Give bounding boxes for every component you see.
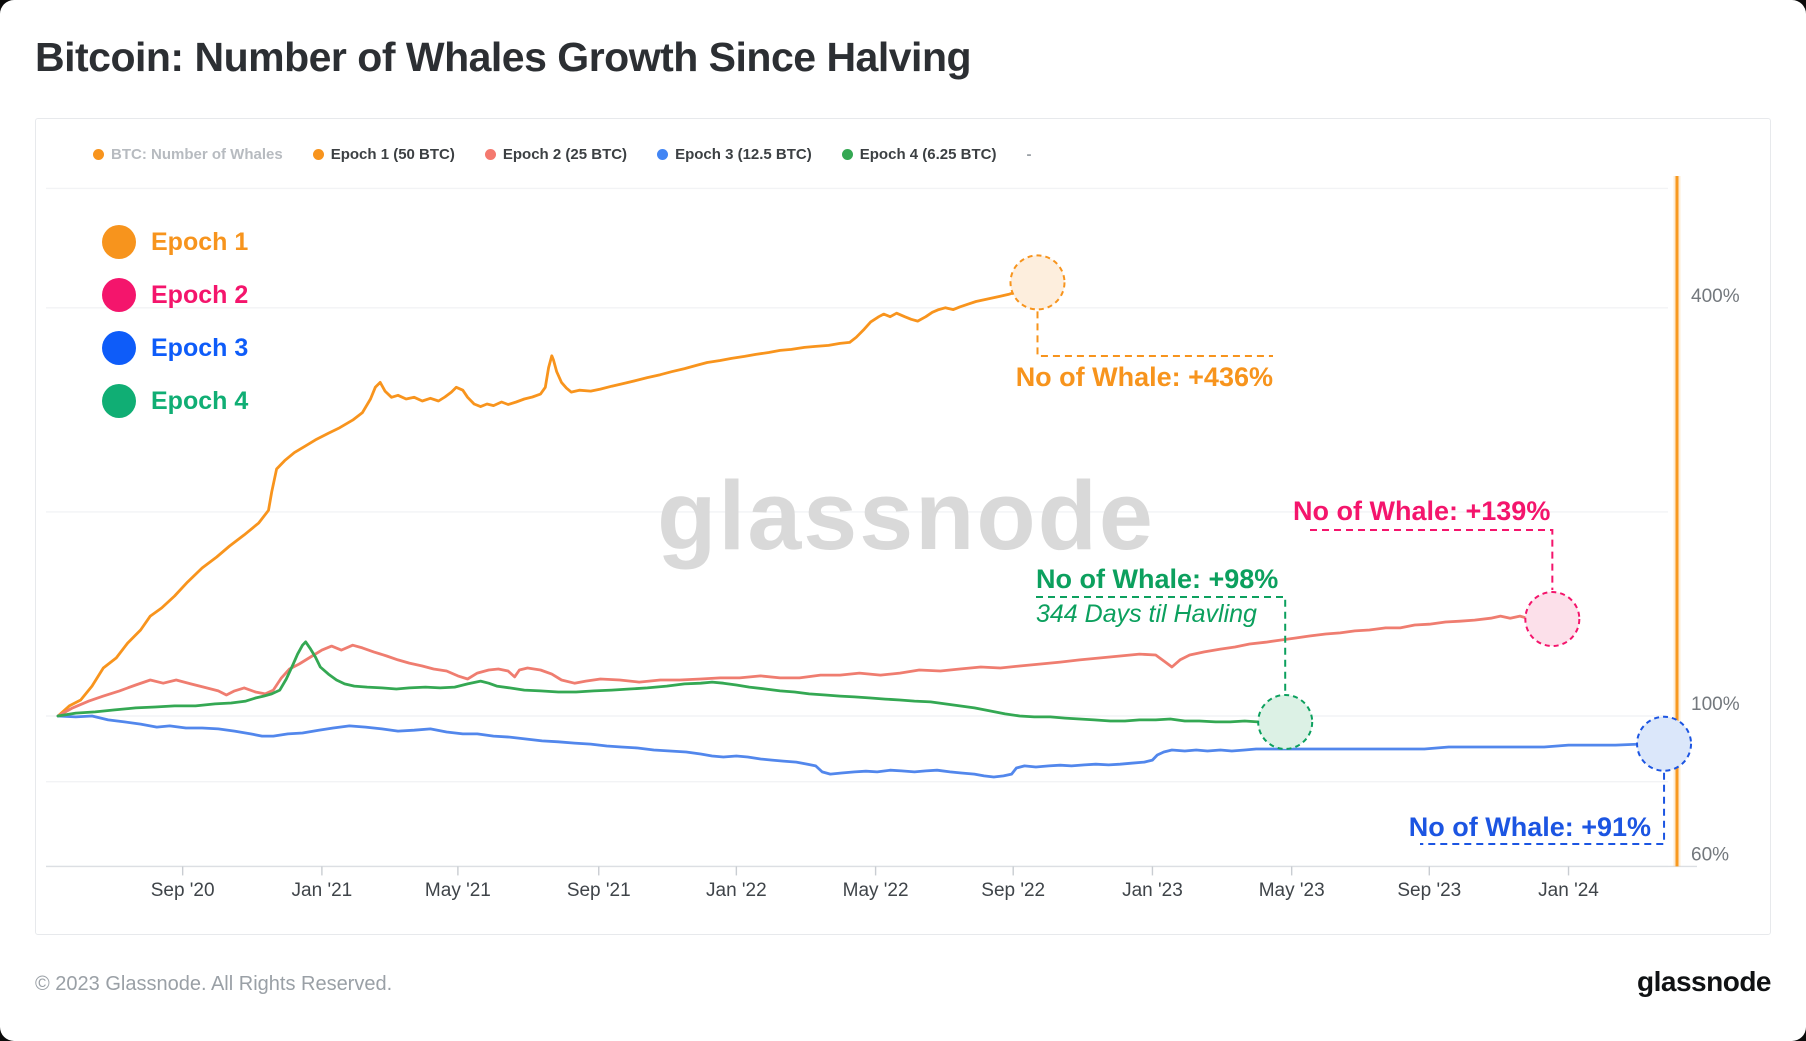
x-tick-label: May '23 [1259,880,1325,901]
legend-item-4[interactable]: Epoch 4 (6.25 BTC) [841,146,997,163]
epoch-circle-icon [102,331,136,365]
annotation-epoch4: No of Whale: +98% [1036,564,1278,594]
epoch-circle-icon [102,384,136,418]
legend-item-label: Epoch 3 (12.5 BTC) [675,146,812,163]
annotation-epoch1: No of Whale: +436% [1016,362,1273,392]
leader-epoch3 [1420,772,1666,845]
x-tick-label: Sep '21 [567,880,631,901]
y-tick-label: 400% [1691,286,1740,307]
endpoint-halo-epoch2 [1524,591,1581,648]
x-tick-label: May '22 [843,880,909,901]
x-tick-label: Sep '20 [151,880,215,901]
legend-dot-icon [312,149,324,160]
epoch-legend-item-1: Epoch 1 [102,225,248,259]
x-tick-label: Jan '24 [1538,880,1599,901]
y-tick-label: 100% [1691,694,1740,715]
legend-item-label: Epoch 2 (25 BTC) [502,146,628,163]
series-line-epoch3 [56,714,1666,779]
glassnode-logo: glassnode [1637,966,1771,997]
legend-item-1[interactable]: Epoch 1 (50 BTC) [312,146,455,163]
y-tick-label: 60% [1691,844,1729,865]
annotation-epoch2: No of Whale: +139% [1293,496,1550,526]
legend-item-label: BTC: Number of Whales [111,146,283,163]
series-line-epoch2 [56,612,1554,718]
epoch-circle-icon [102,278,136,312]
legend-dot-icon [841,149,853,160]
legend-item-label: Epoch 4 (6.25 BTC) [859,146,997,163]
epoch-legend-label: Epoch 2 [151,280,249,309]
epoch-legend: Epoch 1 Epoch 2 Epoch 3 Epoch 4 [102,225,248,418]
legend-dot-icon [93,149,104,160]
legend-item-2[interactable]: Epoch 2 (25 BTC) [484,146,628,163]
series-line-epoch1 [56,280,1039,718]
legend-item-label: Epoch 1 (50 BTC) [330,146,455,163]
chart-series-legend: BTC: Number of Whales Epoch 1 (50 BTC) Epo… [93,146,1031,163]
chart-card [35,118,1771,935]
glassnode-watermark: glassnode [657,461,1155,570]
leader-epoch1 [1036,311,1273,357]
leader-epoch4 [1036,596,1287,693]
legend-trailing-dash: - [1026,146,1032,163]
legend-item-0[interactable]: BTC: Number of Whales [93,146,283,163]
endpoint-halo-epoch3 [1636,715,1693,772]
x-tick-label: Sep '22 [981,880,1045,901]
copyright-text: © 2023 Glassnode. All Rights Reserved. [35,973,393,995]
epoch-legend-label: Epoch 4 [151,386,249,415]
epoch-legend-item-3: Epoch 3 [102,331,248,365]
annotation-epoch3: No of Whale: +91% [1409,812,1651,842]
epoch-legend-label: Epoch 3 [151,333,249,362]
leader-epoch2 [1310,529,1554,591]
epoch-legend-item-2: Epoch 2 [102,278,248,312]
annotation-epoch4-sub: 344 Days til Havling [1036,600,1257,628]
x-tick-label: May '21 [425,880,491,901]
epoch-legend-item-4: Epoch 4 [102,384,248,418]
x-tick-label: Jan '21 [292,880,353,901]
x-tick-label: Jan '23 [1122,880,1183,901]
epoch-legend-label: Epoch 1 [151,227,249,256]
x-tick-label: Sep '23 [1397,880,1461,901]
epoch-circle-icon [102,225,136,259]
legend-dot-icon [657,149,669,160]
series-line-epoch4 [56,640,1287,724]
endpoint-halo-epoch1 [1009,254,1066,311]
endpoint-halo-epoch4 [1257,693,1314,750]
x-tick-label: Jan '22 [706,880,767,901]
legend-item-3[interactable]: Epoch 3 (12.5 BTC) [657,146,812,163]
page-title: Bitcoin: Number of Whales Growth Since H… [35,34,972,80]
legend-dot-icon [484,149,496,160]
